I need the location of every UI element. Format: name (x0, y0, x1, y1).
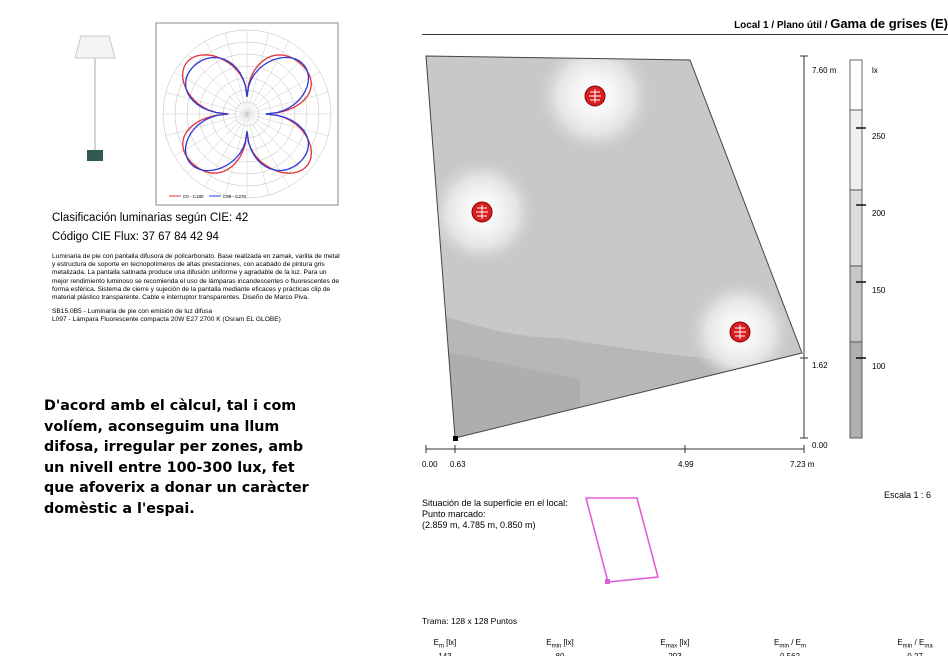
conclusion-text: D'acord amb el càlcul, tal i com volíem,… (44, 398, 309, 517)
grayscale-legend (849, 59, 866, 439)
surface-marked-point (605, 579, 610, 584)
stat-value: 0.562 (755, 652, 825, 656)
stat-label: Em [lx] (433, 638, 457, 650)
grayscale-illuminance-plan (425, 55, 866, 453)
stat-2: Emax [lx] 293 (640, 638, 710, 656)
luminaire-description: Luminaria de pie con pantalla difusora d… (52, 253, 340, 302)
polar-legend-c0: C0 - C180 (183, 194, 204, 199)
y-label-bottom: 0.00 (812, 441, 828, 450)
stat-value: 80 (525, 652, 595, 656)
scale-label: Escala 1 : 6 (884, 490, 932, 500)
legend-tick-150: 150 (872, 286, 886, 295)
luminaire-reference: SB15.0B5 - Luminaria de pie con emisión … (52, 308, 281, 324)
report-title: Local 1 / Plano útil / Gama de grises (E… (350, 16, 948, 31)
polar-distribution-chart: C0 - C180 C90 - C270 (155, 22, 339, 206)
stat-label: Emax [lx] (660, 638, 690, 650)
stat-value: 293 (640, 652, 710, 656)
stat-label: Emin / Em (773, 638, 807, 650)
stat-value: 143 (410, 652, 480, 656)
x-label-0: 0.00 (422, 460, 438, 469)
report-title-main: Gama de grises (E) (830, 16, 948, 31)
legend-unit: lx (872, 66, 878, 75)
lighting-report: Local 1 / Plano útil / Gama de grises (E… (350, 8, 948, 656)
x-label-1: 0.63 (450, 460, 466, 469)
luminaire-info: Clasificación luminarias según CIE: 42 C… (46, 206, 346, 378)
stat-label: Emin [lx] (546, 638, 574, 650)
cie-flux-code: Código CIE Flux: 37 67 84 42 94 (52, 231, 219, 243)
polar-curve-c90 (184, 56, 310, 172)
stat-3: Emin / Em 0.562 (755, 638, 825, 656)
surface-situation: Situación de la superficie en el local: … (422, 498, 568, 530)
y-label-top: 7.60 m (812, 66, 837, 75)
illuminance-field (426, 56, 802, 438)
legend-tick-100: 100 (872, 362, 886, 371)
stat-4: Emin / Ema 0.27 (880, 638, 948, 656)
luminaire-symbol-1 (584, 85, 606, 107)
origin-marker (453, 436, 458, 441)
luminaire-symbol-2 (471, 201, 493, 223)
luminaire-symbol-3 (729, 321, 751, 343)
legend-tick-250: 250 (872, 132, 886, 141)
floor-lamp-image (74, 35, 116, 161)
stat-0: Em [lx] 143 (410, 638, 480, 656)
cie-classification: Clasificación luminarias según CIE: 42 (52, 212, 249, 224)
surface-outline (584, 497, 660, 583)
luminaire-photo (46, 22, 148, 202)
room-outline (425, 55, 803, 439)
polar-legend-c90: C90 - C270 (223, 194, 247, 199)
grid-resolution: Trama: 128 x 128 Puntos (422, 616, 518, 626)
y-label-mid: 1.62 (812, 361, 828, 370)
title-divider (422, 34, 948, 35)
polar-diagram: C0 - C180 C90 - C270 (155, 22, 339, 206)
stat-label: Emin / Ema (897, 638, 933, 650)
x-label-2: 4.99 (678, 460, 694, 469)
stat-1: Emin [lx] 80 (525, 638, 595, 656)
stat-value: 0.27 (880, 652, 948, 656)
report-title-prefix: Local 1 / Plano útil / (734, 20, 831, 31)
x-label-3: 7.23 m (790, 460, 815, 469)
legend-tick-200: 200 (872, 209, 886, 218)
